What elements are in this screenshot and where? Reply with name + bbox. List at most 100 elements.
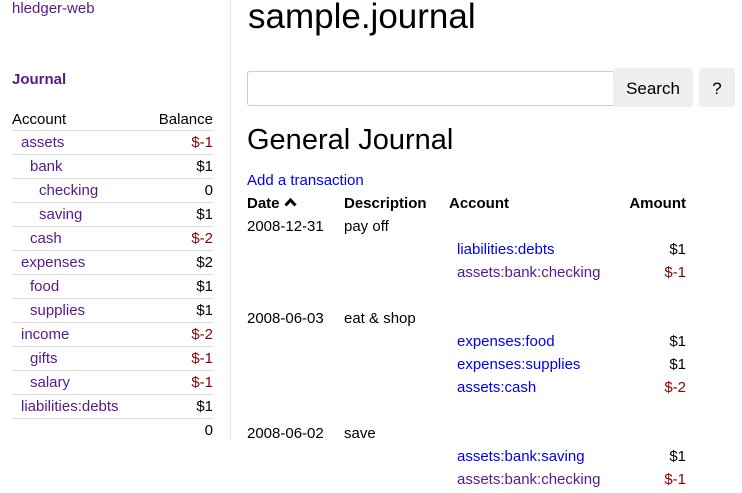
account-row: saving $1 bbox=[12, 202, 213, 227]
transaction-date: 2008-12-31 bbox=[247, 218, 324, 235]
posting-row: assets:cash $-2 bbox=[247, 378, 687, 401]
posting-amount: $-1 bbox=[664, 264, 686, 281]
posting-amount: $1 bbox=[669, 356, 686, 373]
journal-table: Date Description Account Amount 2008-12-… bbox=[247, 194, 687, 493]
account-name-cell: liabilities:debts bbox=[12, 394, 146, 419]
account-link[interactable]: liabilities:debts bbox=[21, 398, 119, 415]
account-row: assets $-1 bbox=[12, 130, 213, 155]
posting-amount: $1 bbox=[669, 333, 686, 350]
account-balance: $1 bbox=[145, 298, 213, 323]
posting-row: assets:bank:checking $-1 bbox=[247, 470, 687, 493]
account-row: checking 0 bbox=[12, 178, 213, 203]
help-button[interactable]: ? bbox=[699, 68, 735, 107]
posting-amount: $-1 bbox=[664, 471, 686, 488]
account-row: expenses $2 bbox=[12, 250, 213, 275]
search-button[interactable]: Search bbox=[613, 68, 693, 107]
total-balance: 0 bbox=[145, 418, 213, 442]
search-input[interactable] bbox=[247, 71, 615, 106]
posting-row: expenses:food $1 bbox=[247, 332, 687, 355]
account-balance: $-1 bbox=[145, 346, 213, 371]
account-balance: $2 bbox=[145, 250, 213, 275]
account-name-cell: gifts bbox=[12, 346, 146, 371]
account-link[interactable]: bank bbox=[30, 158, 63, 175]
posting-amount: $1 bbox=[669, 448, 686, 465]
journal-link[interactable]: Journal bbox=[12, 71, 67, 88]
transaction-description: save bbox=[344, 425, 376, 442]
account-name-cell: salary bbox=[12, 370, 146, 395]
account-name-cell: cash bbox=[12, 226, 146, 251]
account-balance: $1 bbox=[145, 394, 213, 419]
account-balance: 0 bbox=[145, 178, 213, 203]
account-row: bank $1 bbox=[12, 154, 213, 179]
account-name-cell: expenses bbox=[12, 250, 146, 275]
posting-row: assets:bank:checking $-1 bbox=[247, 263, 687, 286]
account-link[interactable]: salary bbox=[30, 374, 71, 391]
account-link[interactable]: gifts bbox=[30, 350, 58, 367]
account-link[interactable]: food bbox=[30, 278, 60, 295]
posting-row: liabilities:debts $1 bbox=[247, 240, 687, 263]
account-name-cell: checking bbox=[12, 178, 146, 203]
posting-amount: $1 bbox=[669, 241, 686, 258]
amount-column-header: Amount bbox=[629, 195, 686, 212]
transaction-date: 2008-06-03 bbox=[247, 310, 324, 327]
transaction-row[interactable]: 2008-06-02 save bbox=[247, 424, 687, 447]
posting-account-link[interactable]: assets:bank:checking bbox=[457, 471, 601, 488]
transaction-row[interactable]: 2008-12-31 pay off bbox=[247, 217, 687, 240]
account-row: gifts $-1 bbox=[12, 346, 213, 371]
posting-account-link[interactable]: expenses:supplies bbox=[457, 356, 581, 373]
posting-account-link[interactable]: liabilities:debts bbox=[457, 241, 555, 258]
account-balance: $1 bbox=[145, 274, 213, 299]
total-row: 0 bbox=[12, 418, 213, 442]
journal-heading: General Journal bbox=[247, 124, 454, 156]
transaction-description: pay off bbox=[344, 218, 389, 235]
account-balance: $1 bbox=[145, 154, 213, 179]
account-link[interactable]: expenses bbox=[21, 254, 86, 271]
date-column-header[interactable]: Date bbox=[247, 194, 297, 214]
posting-row: assets:bank:saving $1 bbox=[247, 447, 687, 470]
account-name-cell: saving bbox=[12, 202, 146, 227]
account-name-cell: bank bbox=[12, 154, 146, 179]
account-row: cash $-2 bbox=[12, 226, 213, 251]
account-link[interactable]: income bbox=[21, 326, 70, 343]
add-transaction-link[interactable]: Add a transaction bbox=[247, 172, 364, 189]
transaction-row[interactable]: 2008-06-03 eat & shop bbox=[247, 309, 687, 332]
account-row: food $1 bbox=[12, 274, 213, 299]
account-row: liabilities:debts $1 bbox=[12, 394, 213, 419]
account-balance: $-1 bbox=[145, 370, 213, 395]
description-column-header: Description bbox=[344, 195, 427, 212]
account-link[interactable]: cash bbox=[30, 230, 62, 247]
chevron-up-icon bbox=[284, 197, 297, 207]
account-balance: $1 bbox=[145, 202, 213, 227]
account-link[interactable]: supplies bbox=[30, 302, 86, 319]
account-row: supplies $1 bbox=[12, 298, 213, 323]
posting-account-link[interactable]: assets:bank:saving bbox=[457, 448, 585, 465]
brand-link[interactable]: hledger-web bbox=[12, 0, 95, 17]
account-name-cell: income bbox=[12, 322, 146, 347]
account-header: Account bbox=[12, 108, 146, 131]
transaction-date: 2008-06-02 bbox=[247, 425, 324, 442]
posting-account-link[interactable]: assets:cash bbox=[457, 379, 537, 396]
account-name-cell: food bbox=[12, 274, 146, 299]
accounts-table: Account Balance assets $-1 bank $1 checking 0… bbox=[12, 108, 213, 442]
total-label bbox=[12, 418, 146, 442]
account-column-header: Account bbox=[449, 195, 509, 212]
posting-amount: $-2 bbox=[664, 379, 686, 396]
account-link[interactable]: assets bbox=[21, 134, 65, 151]
posting-account-link[interactable]: assets:bank:checking bbox=[457, 264, 601, 281]
account-link[interactable]: saving bbox=[39, 206, 83, 223]
account-name-cell: supplies bbox=[12, 298, 146, 323]
transaction-description: eat & shop bbox=[344, 310, 416, 327]
account-balance: $-2 bbox=[145, 322, 213, 347]
posting-account-link[interactable]: expenses:food bbox=[457, 333, 555, 350]
account-balance: $-2 bbox=[145, 226, 213, 251]
sidebar: hledger-web Journal Account Balance asse… bbox=[0, 0, 231, 442]
journal-header-row: Date Description Account Amount bbox=[247, 194, 687, 217]
account-link[interactable]: checking bbox=[39, 182, 99, 199]
account-name-cell: assets bbox=[12, 130, 146, 155]
page-title: sample.journal bbox=[248, 0, 476, 36]
account-row: salary $-1 bbox=[12, 370, 213, 395]
balance-header: Balance bbox=[145, 108, 213, 131]
account-row: income $-2 bbox=[12, 322, 213, 347]
posting-row: expenses:supplies $1 bbox=[247, 355, 687, 378]
account-balance: $-1 bbox=[145, 130, 213, 155]
